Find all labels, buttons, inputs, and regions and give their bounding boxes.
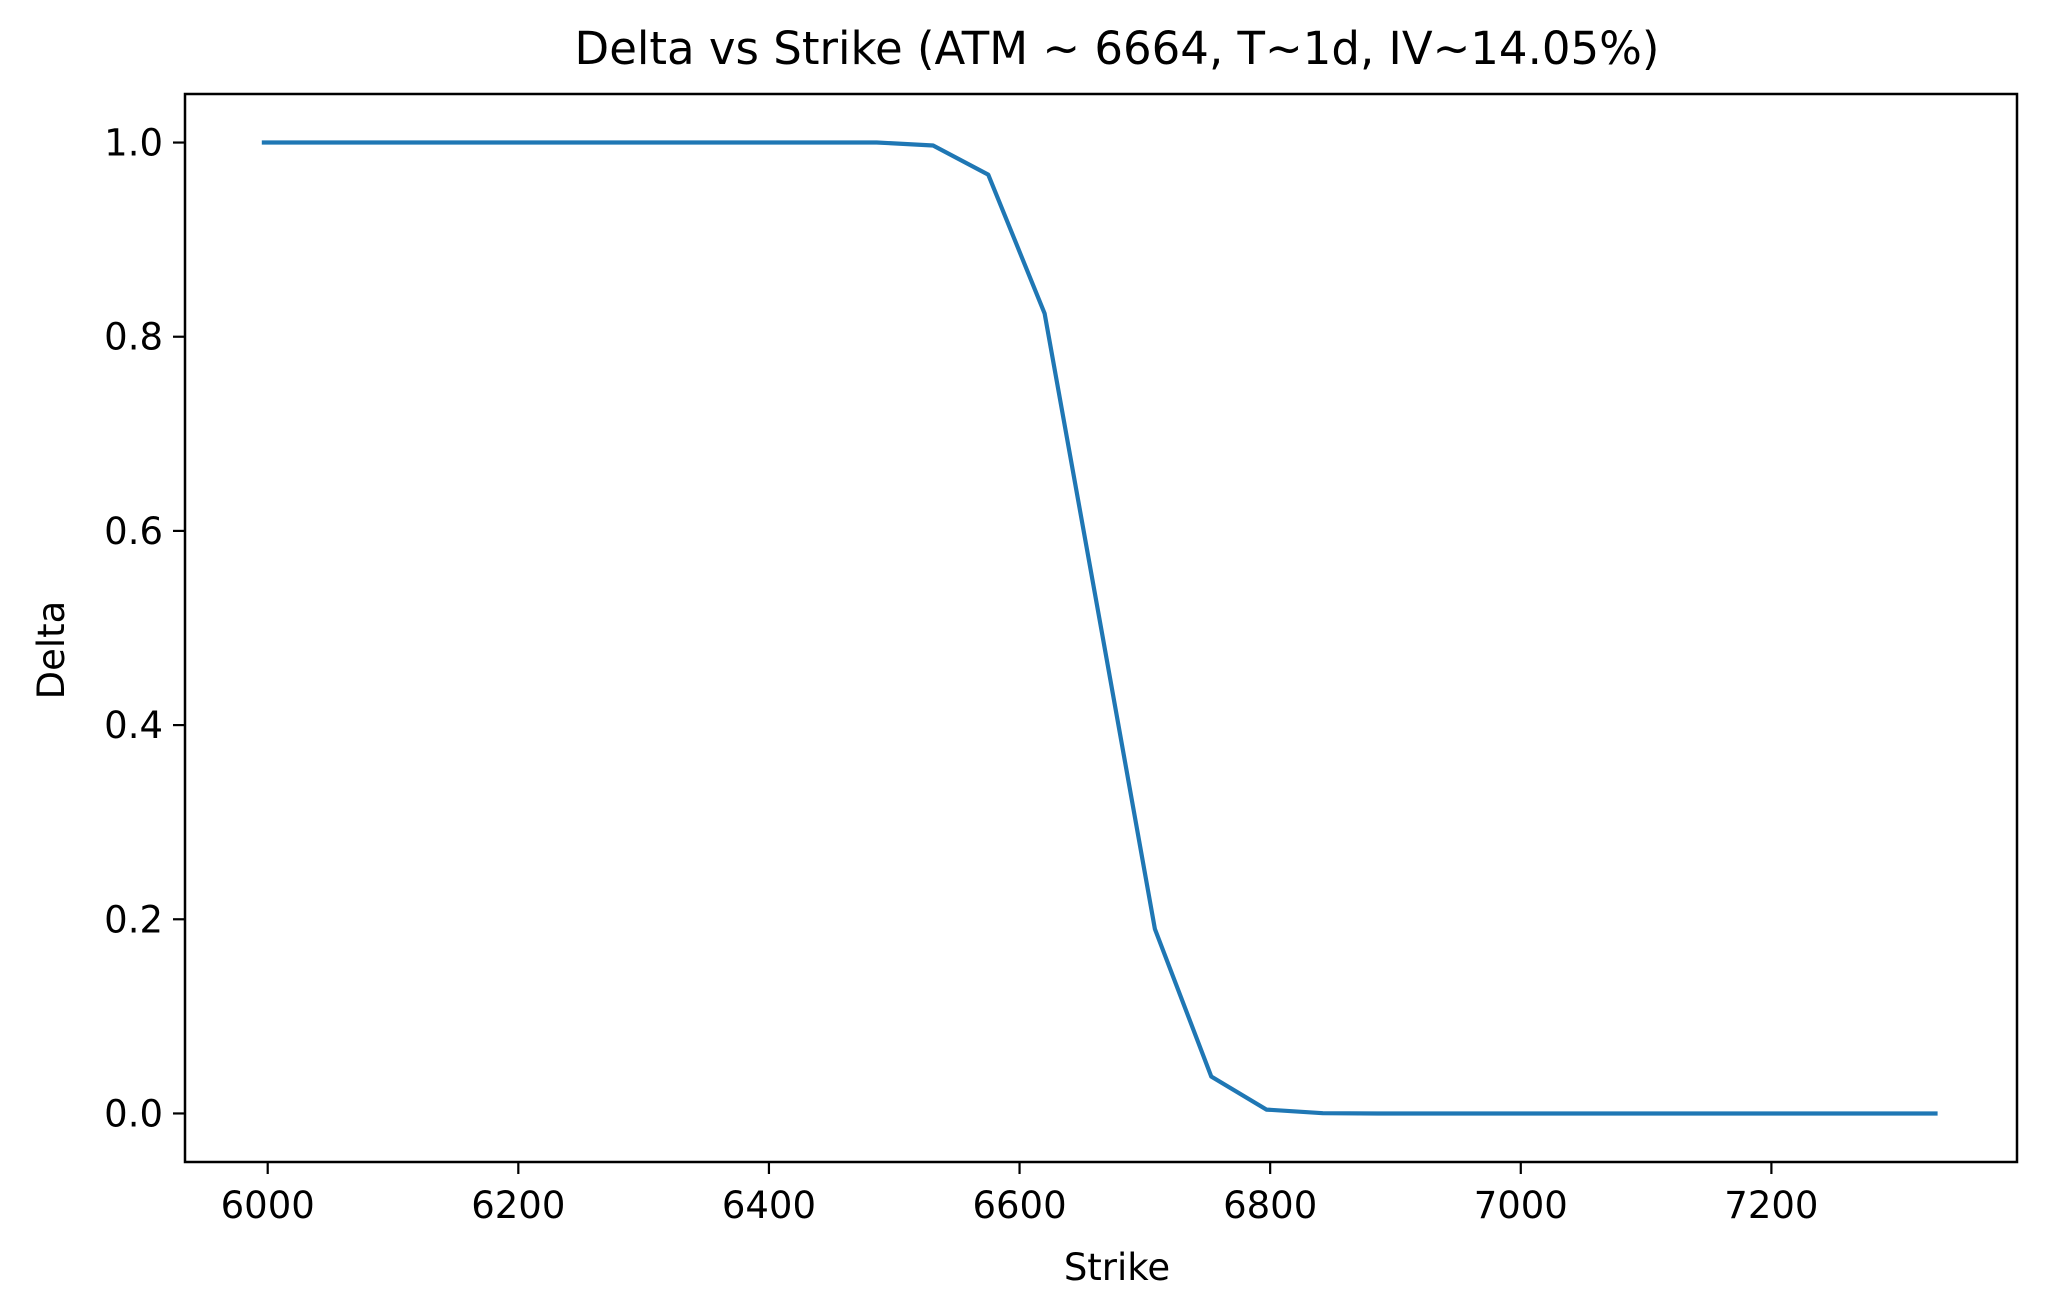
x-tick-label: 6600 <box>972 1184 1066 1227</box>
y-tick-label: 0.8 <box>104 316 163 359</box>
delta-series-line <box>261 140 1938 1116</box>
y-tick-label: 1.0 <box>104 122 163 165</box>
x-tick-label: 6200 <box>471 1184 565 1227</box>
x-tick-label: 6000 <box>221 1184 315 1227</box>
plot-area: 6000 6200 6400 6600 6800 7000 7200 0.00.20.40.… <box>104 92 2019 1227</box>
x-tick-label: 7000 <box>1474 1184 1568 1227</box>
plot-frame <box>183 92 2019 1164</box>
y-tick-label: 0.6 <box>104 510 163 553</box>
x-tick-label: 7200 <box>1724 1184 1818 1227</box>
y-axis-label: Delta <box>30 601 73 700</box>
y-tick-label: 0.0 <box>104 1092 163 1135</box>
y-tick-label: 0.2 <box>104 898 163 941</box>
y-tick-label: 0.4 <box>104 704 163 747</box>
chart-title: Delta vs Strike (ATM ~ 6664, T~1d, IV~14… <box>575 22 1660 75</box>
y-axis-ticks: 0.0 0.2 0.4 0.6 0.8 1.0 <box>104 122 185 1135</box>
x-tick-label: 6400 <box>722 1184 816 1227</box>
x-tick-label: 6800 <box>1223 1184 1317 1227</box>
x-axis-label: Strike <box>1064 1246 1170 1289</box>
series-group <box>261 140 1938 1116</box>
x-axis-ticks: 6000 6200 6400 6600 6800 7000 7200 <box>221 1162 1818 1227</box>
